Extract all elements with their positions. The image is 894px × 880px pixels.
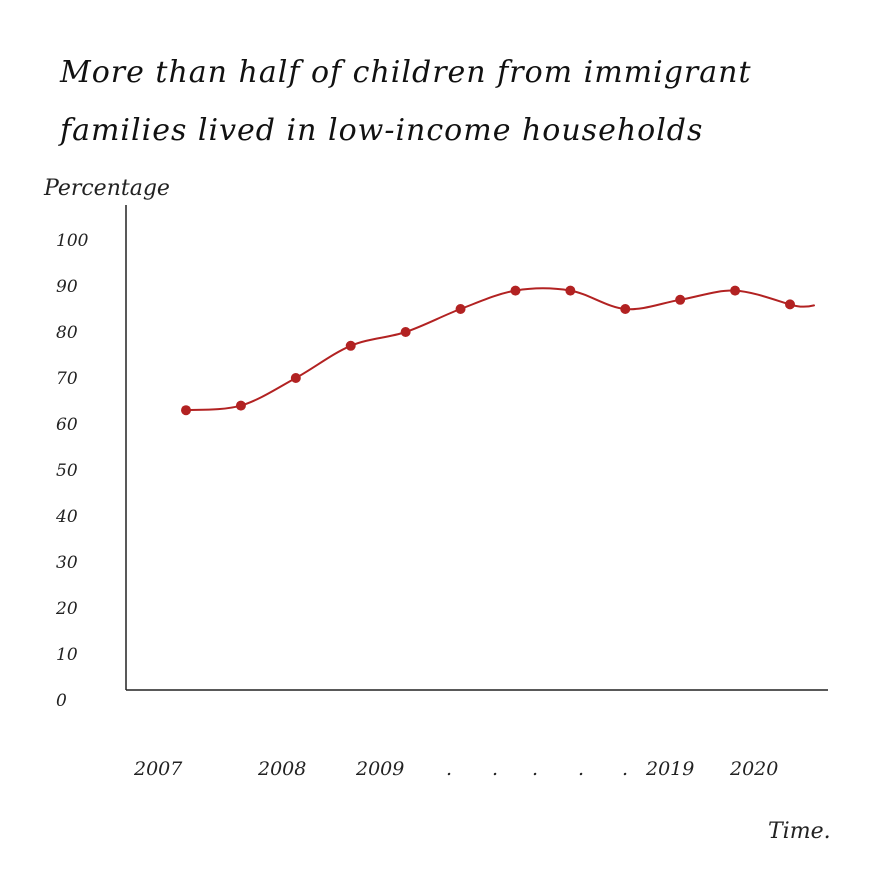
series-line xyxy=(185,287,815,412)
data-point xyxy=(785,299,795,310)
chart-title: More than half of children from immigran… xyxy=(60,55,752,148)
y-axis-title: Percentage xyxy=(43,176,170,201)
y-tick-label: 70 xyxy=(56,369,78,389)
y-tick-labels: 0 10 20 30 40 50 60 70 80 90 100 xyxy=(55,231,89,711)
y-tick-label: 60 xyxy=(56,415,78,435)
y-tick-label: 20 xyxy=(55,599,78,619)
data-point xyxy=(510,285,521,296)
x-axis-title: Time. xyxy=(768,819,831,844)
axes xyxy=(125,205,828,691)
x-tick-labels: 2007 2008 2009..... 2019 2020 xyxy=(133,758,778,780)
x-tick-label: . xyxy=(622,758,628,780)
x-tick-label: 2019 xyxy=(645,758,694,780)
y-tick-label: 0 xyxy=(56,691,67,711)
data-point xyxy=(290,373,301,383)
x-tick-label: 2020 xyxy=(729,758,778,780)
y-tick-label: 90 xyxy=(56,277,78,297)
data-point xyxy=(675,294,686,305)
data-point xyxy=(730,285,741,296)
x-tick-label: . xyxy=(578,758,584,780)
y-tick-label: 50 xyxy=(56,461,78,481)
x-tick-label: 2008 xyxy=(257,758,306,780)
x-tick-label: . xyxy=(532,758,538,780)
data-point xyxy=(181,405,191,416)
y-tick-label: 80 xyxy=(56,323,78,343)
data-point xyxy=(400,327,411,337)
x-tick-label: 2009 xyxy=(355,758,404,780)
data-point xyxy=(620,304,631,314)
series-layer xyxy=(181,285,815,416)
y-tick-label: 40 xyxy=(55,507,78,527)
data-point xyxy=(455,304,466,314)
y-tick-label: 100 xyxy=(56,231,89,251)
data-point xyxy=(235,400,246,411)
y-tick-label: 30 xyxy=(56,553,78,573)
x-tick-label: . xyxy=(492,758,498,780)
x-tick-label: . xyxy=(446,758,452,780)
x-tick-label: 2007 xyxy=(133,758,183,780)
data-point xyxy=(565,285,576,296)
y-tick-label: 10 xyxy=(56,645,78,665)
data-point xyxy=(345,340,356,351)
